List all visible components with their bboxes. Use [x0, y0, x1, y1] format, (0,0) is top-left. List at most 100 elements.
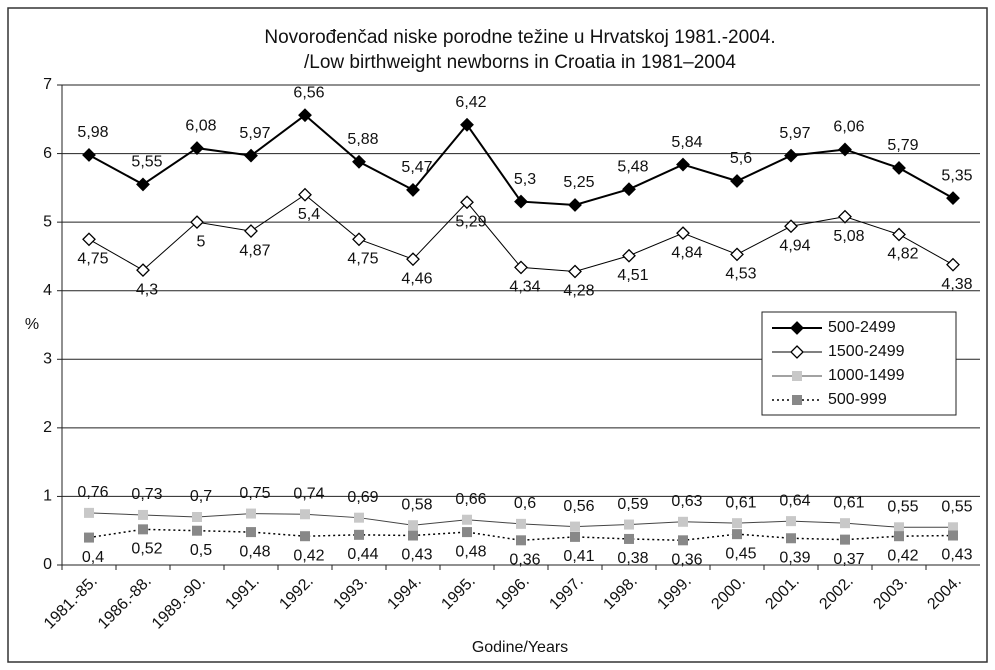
marker — [462, 527, 472, 538]
marker — [838, 142, 852, 157]
marker — [84, 532, 94, 543]
data-label: 6,56 — [293, 84, 324, 101]
marker — [838, 209, 852, 224]
legend-label: 500-999 — [828, 391, 887, 408]
marker — [568, 198, 582, 212]
marker — [354, 529, 364, 540]
marker — [948, 522, 958, 533]
data-label: 0,61 — [725, 494, 756, 511]
data-label: 0,61 — [833, 494, 864, 511]
marker — [570, 531, 580, 542]
marker — [568, 264, 582, 279]
data-label: 5,84 — [671, 134, 702, 151]
y-tick-label: 4 — [43, 282, 52, 299]
marker — [840, 518, 850, 529]
marker — [246, 527, 256, 538]
marker — [190, 141, 204, 156]
data-label: 4,53 — [725, 266, 756, 283]
marker — [784, 148, 798, 163]
data-label: 0,38 — [617, 550, 648, 567]
y-tick-label: 0 — [43, 556, 52, 573]
data-label: 5,4 — [298, 206, 320, 223]
data-label: 4,75 — [77, 251, 108, 268]
marker — [408, 530, 418, 541]
data-label: 0,45 — [725, 545, 756, 562]
marker — [570, 521, 580, 532]
marker — [792, 371, 802, 381]
marker — [730, 247, 744, 262]
data-label: 4,87 — [239, 242, 270, 259]
data-label: 4,75 — [347, 251, 378, 268]
data-label: 4,38 — [941, 276, 972, 293]
y-axis-label: % — [25, 316, 39, 333]
data-label: 5 — [197, 233, 206, 250]
chart-title: Novorođenčad niske porodne težine u Hrva… — [264, 27, 775, 48]
data-label: 0,5 — [190, 542, 212, 559]
marker — [790, 321, 804, 335]
marker — [300, 531, 310, 542]
marker — [892, 161, 906, 175]
data-label: 0,36 — [671, 552, 702, 569]
marker — [460, 195, 474, 210]
marker — [406, 182, 420, 197]
marker — [190, 215, 204, 230]
data-label: 4,34 — [509, 279, 540, 296]
data-label: 5,98 — [77, 124, 108, 141]
y-tick-label: 6 — [43, 145, 52, 162]
data-label: 6,42 — [455, 94, 486, 111]
y-tick-label: 2 — [43, 419, 52, 436]
marker — [298, 108, 312, 123]
y-tick-label: 5 — [43, 213, 52, 230]
data-label: 0,52 — [131, 541, 162, 558]
data-label: 0,48 — [455, 543, 486, 560]
marker — [840, 534, 850, 545]
marker — [408, 520, 418, 531]
data-label: 0,39 — [779, 549, 810, 566]
marker — [244, 224, 258, 238]
marker — [784, 219, 798, 234]
marker — [948, 530, 958, 541]
marker — [460, 117, 474, 132]
data-label: 5,79 — [887, 137, 918, 154]
data-label: 0,76 — [77, 484, 108, 501]
data-label: 5,3 — [514, 171, 536, 188]
data-label: 4,46 — [401, 270, 432, 287]
data-label: 0,55 — [941, 499, 972, 516]
marker — [894, 522, 904, 533]
marker — [678, 516, 688, 527]
data-label: 0,63 — [671, 493, 702, 510]
data-label: 0,64 — [779, 492, 810, 509]
marker — [82, 232, 96, 247]
data-label: 4,82 — [887, 246, 918, 263]
marker — [676, 157, 690, 172]
data-label: 5,25 — [563, 174, 594, 191]
data-label: 0,56 — [563, 498, 594, 515]
data-label: 5,48 — [617, 158, 648, 175]
data-label: 0,6 — [514, 495, 536, 512]
legend-label: 500-2499 — [828, 319, 896, 336]
marker — [892, 227, 906, 242]
y-tick-label: 3 — [43, 351, 52, 368]
data-label: 0,41 — [563, 548, 594, 565]
data-label: 4,94 — [779, 237, 810, 254]
data-label: 0,37 — [833, 551, 864, 568]
data-label: 5,6 — [730, 150, 752, 167]
data-label: 0,7 — [190, 488, 212, 505]
data-label: 0,43 — [941, 547, 972, 564]
marker — [84, 507, 94, 518]
data-label: 0,42 — [887, 547, 918, 564]
data-label: 4,3 — [136, 281, 158, 298]
marker — [514, 194, 528, 209]
marker — [352, 232, 366, 247]
marker — [514, 260, 528, 275]
marker — [138, 509, 148, 520]
data-label: 0,74 — [293, 485, 324, 502]
data-label: 4,84 — [671, 244, 702, 261]
data-label: 0,44 — [347, 546, 378, 563]
data-label: 5,35 — [941, 167, 972, 184]
marker — [622, 182, 636, 197]
data-label: 5,97 — [239, 125, 270, 142]
y-tick-label: 1 — [43, 488, 52, 505]
marker — [624, 519, 634, 530]
